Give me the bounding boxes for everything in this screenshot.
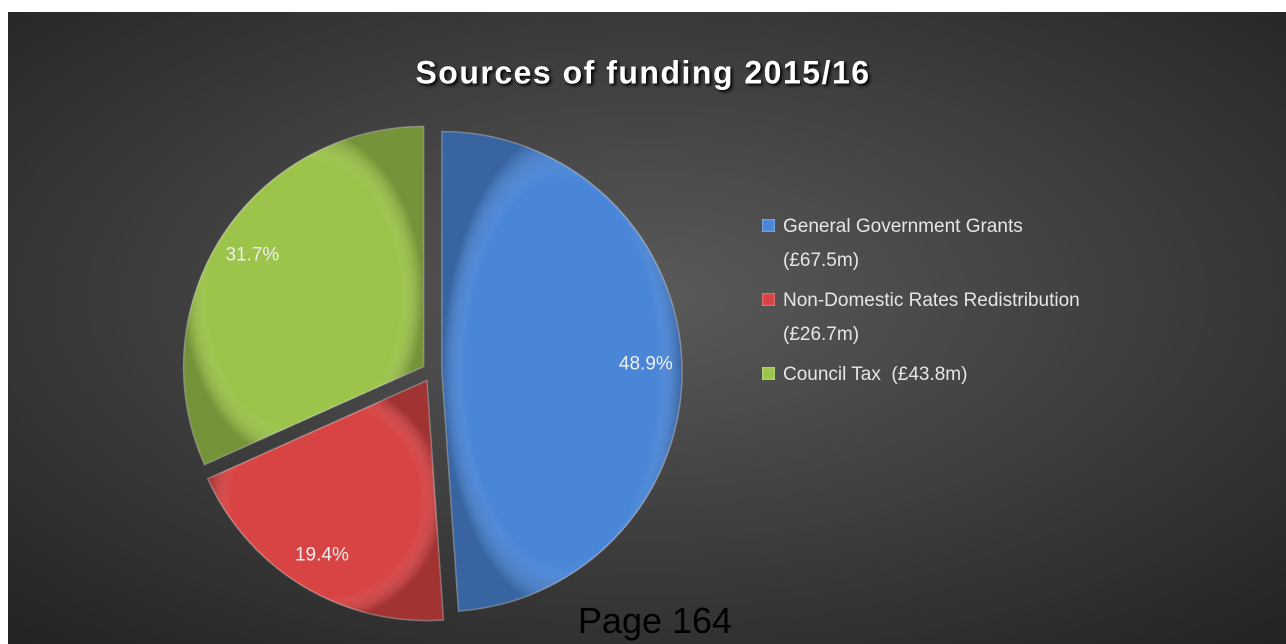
legend-swatch — [762, 293, 775, 306]
legend-swatch — [762, 219, 775, 232]
data-label: 48.9% — [619, 354, 673, 375]
legend-item: Non-Domestic Rates Redistribution (£26.7… — [762, 284, 1102, 352]
chart-title: Sources of funding 2015/16 — [415, 54, 870, 90]
data-label: 31.7% — [225, 245, 279, 266]
page-footer: Page 164 — [577, 600, 733, 641]
legend-swatch — [762, 367, 775, 380]
legend-label: Council Tax (£43.8m) — [783, 364, 968, 385]
legend: General Government Grants (£67.5m) Non-Do… — [762, 210, 1102, 398]
legend-item: Council Tax (£43.8m) — [762, 358, 1102, 392]
data-label: 19.4% — [295, 545, 349, 566]
legend-label: Non-Domestic Rates Redistribution (£26.7… — [783, 290, 1086, 345]
legend-item: General Government Grants (£67.5m) — [762, 210, 1102, 278]
legend-label: General Government Grants (£67.5m) — [783, 216, 1028, 271]
